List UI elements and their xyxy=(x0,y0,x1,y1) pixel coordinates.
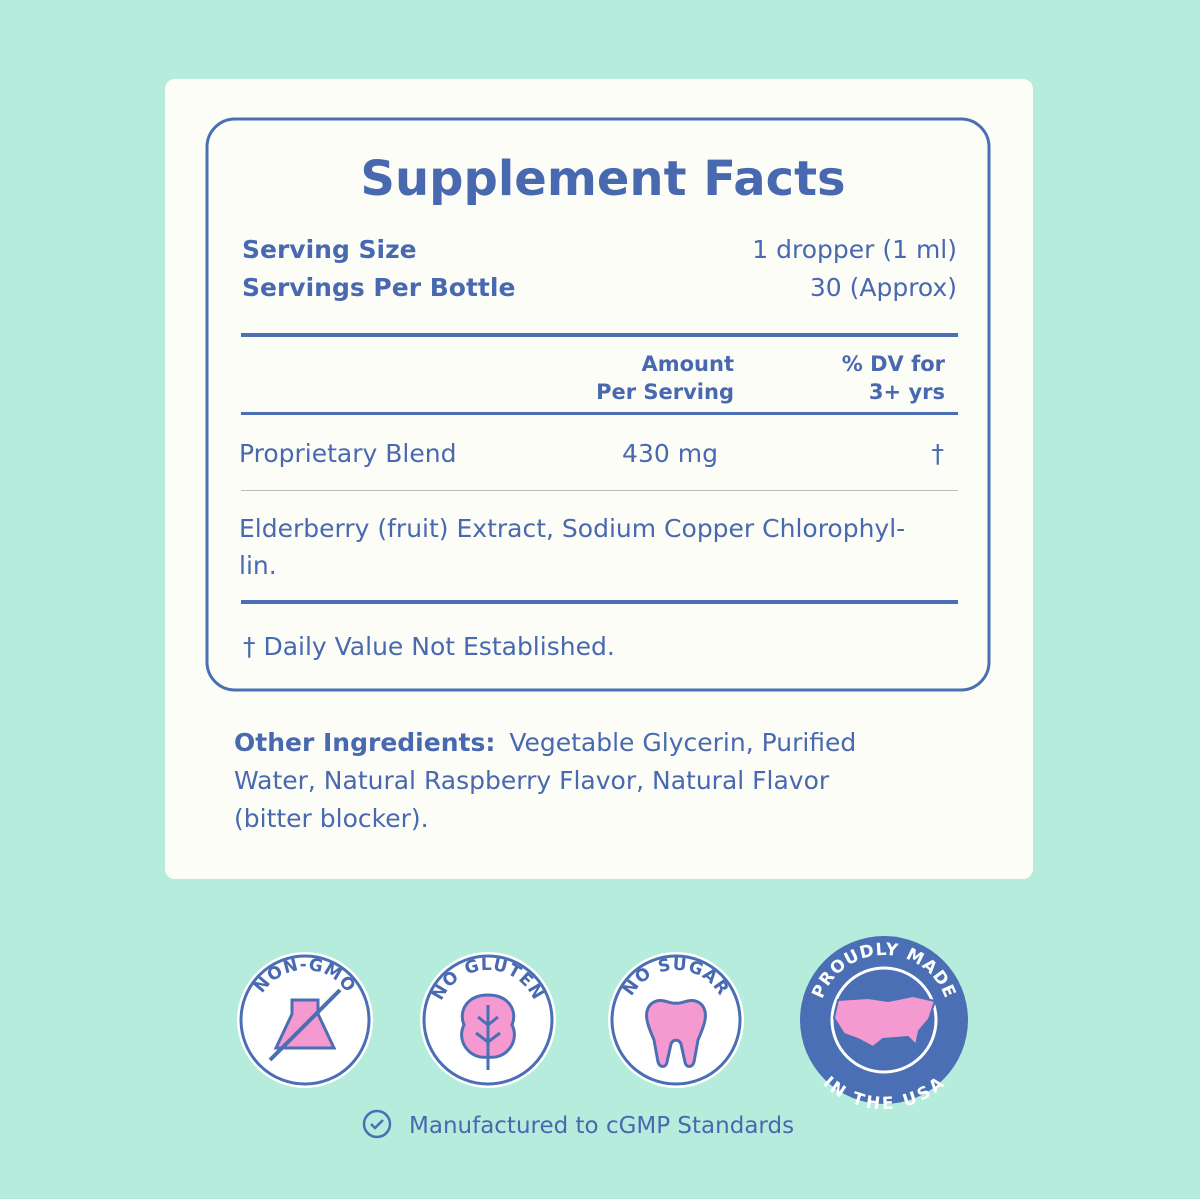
rule xyxy=(241,600,958,604)
row-name: Proprietary Blend xyxy=(239,439,456,468)
other-line: Vegetable Glycerin, Purified xyxy=(509,728,856,757)
usa-icon xyxy=(832,994,937,1049)
badge-ring xyxy=(422,954,554,1086)
header: Amount xyxy=(641,352,734,376)
check-mark xyxy=(370,1119,384,1130)
badge-non-gmo: NON-GMO xyxy=(237,952,373,1088)
other-ingredients: Other Ingredients: Vegetable Glycerin, Pu… xyxy=(234,728,856,757)
title: Supplement Facts xyxy=(360,151,845,207)
badge-made-usa: PROUDLY MADE IN THE USA xyxy=(800,936,968,1114)
other-line: (bitter blocker). xyxy=(234,804,429,833)
strike xyxy=(268,988,342,1062)
facts-box xyxy=(205,117,991,692)
check-circle xyxy=(362,1109,392,1139)
badge-ring xyxy=(239,954,371,1086)
badge-no-sugar: NO SUGAR xyxy=(608,952,744,1088)
header: 3+ yrs xyxy=(869,380,945,404)
rule xyxy=(241,490,958,491)
ingredients: Elderberry (fruit) Extract, Sodium Coppe… xyxy=(239,514,905,543)
serving-value: 30 (Approx) xyxy=(810,273,957,302)
rule xyxy=(241,412,958,415)
rule xyxy=(241,333,958,337)
header: Per Serving xyxy=(596,380,734,404)
card xyxy=(165,79,1033,879)
tooth-icon xyxy=(645,999,707,1068)
leaf-veins xyxy=(475,1005,501,1070)
badge-ring xyxy=(610,954,742,1086)
other-label: Other Ingredients: xyxy=(234,728,495,757)
serving-label: Serving Size xyxy=(242,235,417,264)
row-dv: † xyxy=(932,439,945,468)
header: % DV for xyxy=(842,352,946,376)
serving-label: Servings Per Bottle xyxy=(242,273,515,302)
other-line: Water, Natural Raspberry Flavor, Natural… xyxy=(234,766,830,795)
badge-no-gluten: NO GLUTEN xyxy=(420,952,556,1088)
serving-value: 1 dropper (1 ml) xyxy=(752,235,957,264)
footnote: † Daily Value Not Established. xyxy=(243,632,615,661)
footer: Manufactured to cGMP Standards xyxy=(409,1113,794,1139)
badge-ring xyxy=(830,966,938,1074)
row-amount: 430 mg xyxy=(622,439,718,468)
ingredients: lin. xyxy=(239,551,277,580)
